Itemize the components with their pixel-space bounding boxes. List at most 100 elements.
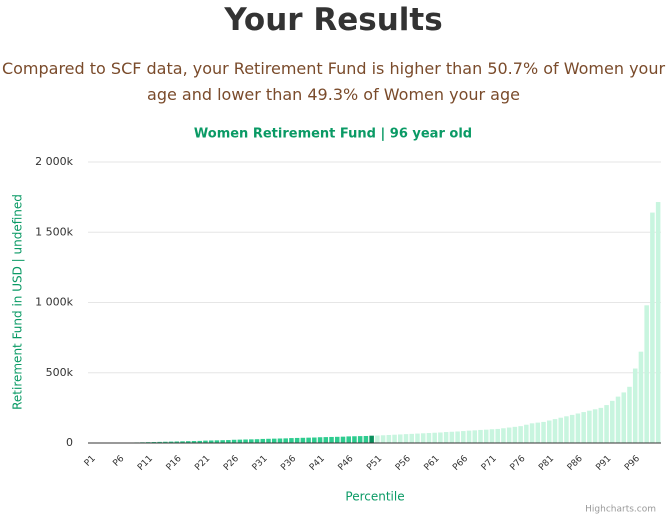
bar (208, 440, 214, 443)
page-subtitle: Compared to SCF data, your Retirement Fu… (1, 59, 666, 104)
bar (163, 441, 168, 443)
bar (541, 421, 546, 443)
bar (289, 438, 294, 443)
x-tick-label: P61 (423, 454, 442, 473)
x-tick-label: P71 (480, 454, 499, 473)
bar (254, 439, 260, 443)
bar (524, 424, 529, 443)
x-axis-label: Percentile (345, 490, 404, 504)
bar (518, 426, 523, 443)
bar (535, 422, 541, 443)
x-tick-label: P31 (251, 454, 270, 473)
bar (655, 202, 661, 443)
bar (363, 435, 369, 443)
bar (340, 436, 346, 443)
bar (483, 429, 489, 443)
x-tick-label: P66 (451, 454, 470, 473)
bar (271, 438, 277, 443)
bar (506, 427, 512, 443)
bar (300, 437, 306, 443)
bar (398, 434, 403, 443)
bar (420, 433, 426, 443)
bar (226, 440, 231, 443)
bar (237, 439, 243, 443)
bar (392, 434, 397, 443)
bar (220, 440, 225, 443)
y-tick-label: 500k (46, 366, 74, 379)
x-tick-label: P11 (136, 454, 155, 473)
bar (615, 396, 621, 443)
bar (650, 212, 655, 443)
bar (581, 412, 586, 443)
bar (426, 433, 432, 443)
bar (558, 417, 563, 443)
bar (375, 435, 380, 443)
credits[interactable]: Highcharts.com (585, 505, 656, 515)
bar (495, 428, 500, 443)
x-tick-label: P41 (308, 454, 327, 473)
bar (294, 437, 300, 443)
bar (415, 433, 420, 443)
bar (598, 407, 604, 443)
page-title: Your Results (224, 2, 443, 38)
bar (478, 429, 483, 443)
bar (231, 439, 237, 443)
x-tick-label: P46 (337, 454, 356, 473)
bar (501, 428, 506, 443)
bar (191, 441, 197, 443)
x-tick-label: P51 (365, 454, 384, 473)
bar (346, 436, 351, 443)
bar (369, 435, 374, 443)
bar (610, 400, 615, 443)
bar (638, 351, 644, 443)
bar (329, 436, 334, 443)
bar (587, 410, 592, 443)
bar (334, 436, 340, 443)
bar (352, 436, 357, 443)
bar (214, 440, 220, 443)
bar (569, 414, 575, 443)
bar (552, 419, 558, 443)
bar (317, 437, 323, 443)
bar (547, 420, 552, 443)
bar (306, 437, 311, 443)
bar (323, 437, 329, 443)
bar (564, 416, 569, 443)
x-tick-label: P96 (623, 454, 642, 473)
x-tick-label: P91 (594, 454, 613, 473)
bar (461, 431, 466, 443)
x-tick-label: P26 (222, 454, 241, 473)
x-tick-label: P56 (394, 454, 413, 473)
bar (443, 432, 449, 443)
bar (386, 434, 392, 443)
bar (449, 431, 455, 443)
x-tick-label: P86 (566, 454, 585, 473)
bar (203, 440, 208, 443)
bar (529, 423, 535, 443)
bar (260, 438, 266, 443)
bar (266, 438, 271, 443)
bar (472, 430, 478, 443)
chart-title: Women Retirement Fund | 96 year old (194, 127, 472, 142)
y-tick-label: 1 000k (35, 296, 73, 309)
bar (380, 435, 386, 443)
bar (277, 438, 283, 443)
y-tick-label: 0 (66, 436, 73, 449)
bar (627, 386, 632, 443)
x-tick-label: P76 (508, 454, 527, 473)
y-tick-label: 1 500k (35, 225, 73, 238)
bar (409, 433, 415, 443)
bar (489, 429, 495, 443)
bar (157, 441, 162, 443)
x-tick-label: P21 (193, 454, 212, 473)
bar (174, 441, 180, 443)
bar (438, 432, 443, 443)
bar (168, 441, 174, 443)
bar (592, 409, 598, 443)
bar (403, 434, 409, 443)
x-tick-label: P1 (83, 454, 98, 469)
bar (512, 426, 518, 443)
bar (312, 437, 317, 443)
